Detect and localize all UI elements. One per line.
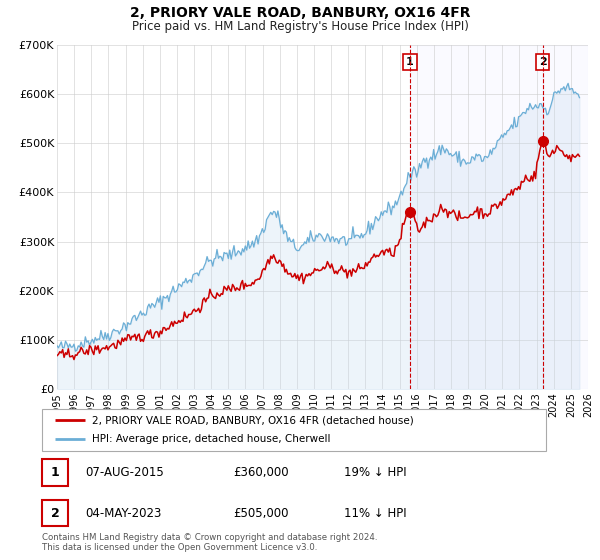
Bar bbox=[410, 45, 542, 389]
Bar bbox=[42, 459, 68, 486]
Text: 2: 2 bbox=[51, 507, 59, 520]
Text: 1: 1 bbox=[406, 57, 414, 67]
Bar bbox=[42, 500, 68, 526]
Text: 1: 1 bbox=[51, 466, 59, 479]
Text: 19% ↓ HPI: 19% ↓ HPI bbox=[344, 466, 407, 479]
Bar bbox=[542, 45, 588, 389]
Text: 2, PRIORY VALE ROAD, BANBURY, OX16 4FR (detached house): 2, PRIORY VALE ROAD, BANBURY, OX16 4FR (… bbox=[92, 415, 414, 425]
Text: £360,000: £360,000 bbox=[233, 466, 289, 479]
Text: £505,000: £505,000 bbox=[233, 507, 289, 520]
Text: 2: 2 bbox=[539, 57, 547, 67]
Text: 04-MAY-2023: 04-MAY-2023 bbox=[85, 507, 161, 520]
Text: 07-AUG-2015: 07-AUG-2015 bbox=[85, 466, 164, 479]
Text: 11% ↓ HPI: 11% ↓ HPI bbox=[344, 507, 407, 520]
Text: 2, PRIORY VALE ROAD, BANBURY, OX16 4FR: 2, PRIORY VALE ROAD, BANBURY, OX16 4FR bbox=[130, 6, 470, 20]
Text: Contains HM Land Registry data © Crown copyright and database right 2024.: Contains HM Land Registry data © Crown c… bbox=[42, 533, 377, 542]
Text: HPI: Average price, detached house, Cherwell: HPI: Average price, detached house, Cher… bbox=[92, 435, 331, 445]
Text: Price paid vs. HM Land Registry's House Price Index (HPI): Price paid vs. HM Land Registry's House … bbox=[131, 20, 469, 32]
Text: This data is licensed under the Open Government Licence v3.0.: This data is licensed under the Open Gov… bbox=[42, 543, 317, 552]
